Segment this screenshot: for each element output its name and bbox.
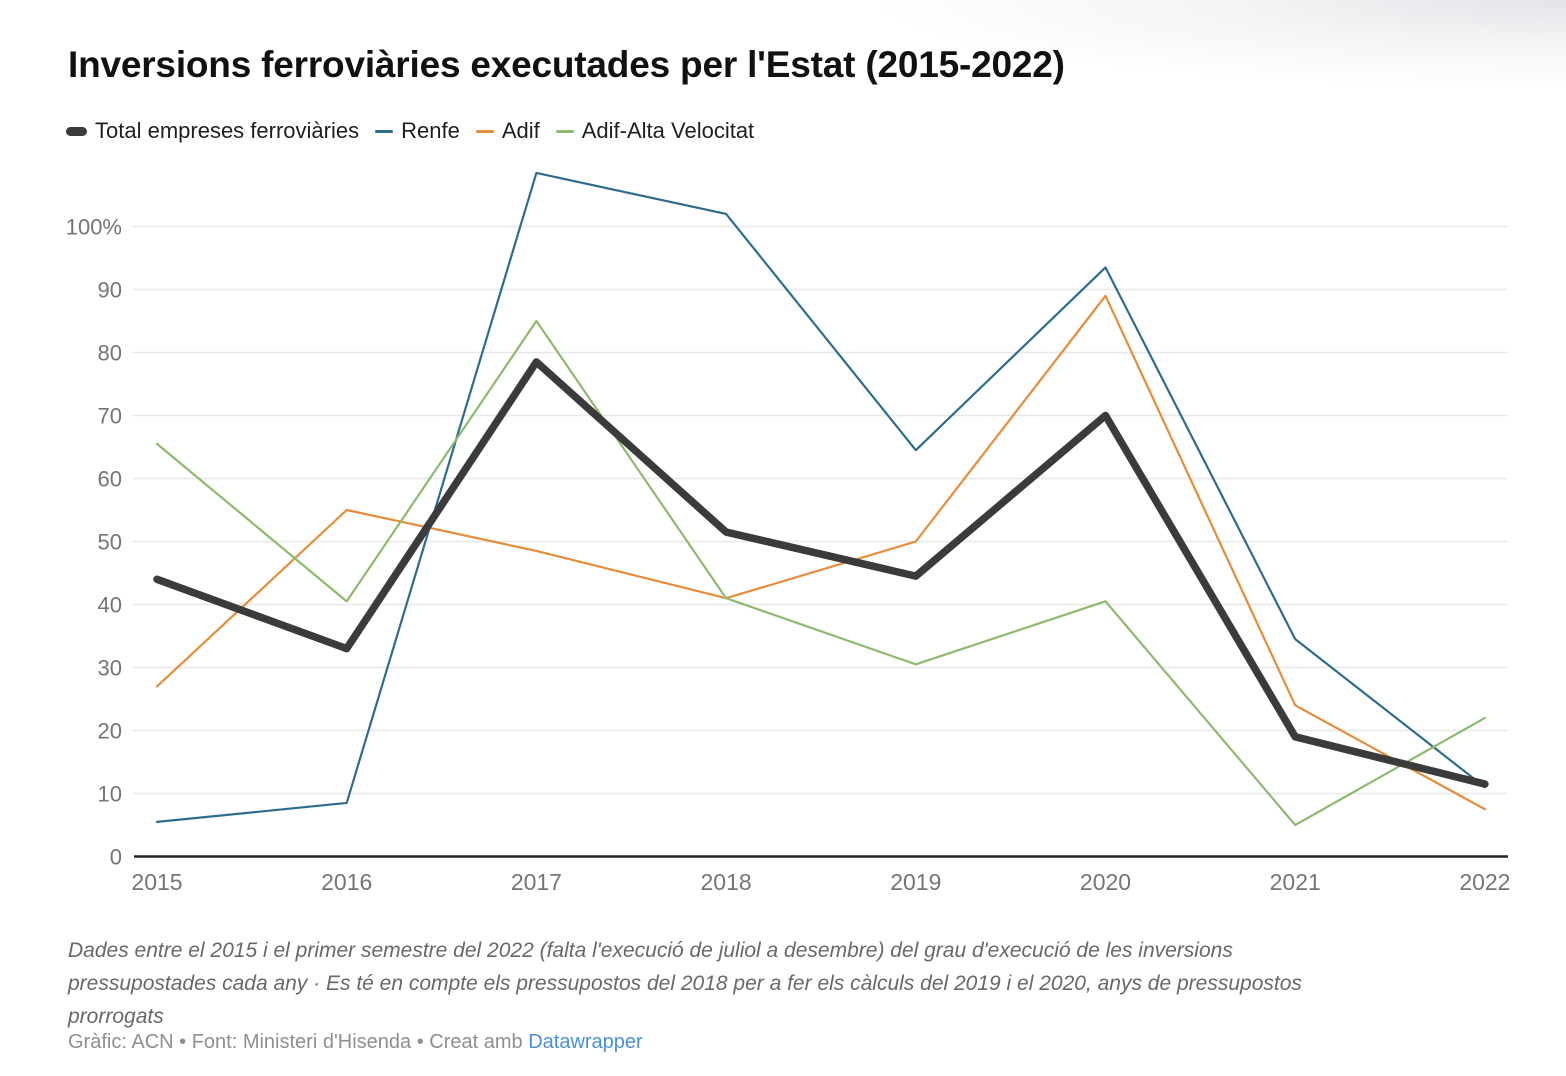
- legend-swatch-adif-av: [555, 129, 574, 133]
- y-tick-label: 0: [110, 845, 122, 870]
- y-tick-label: 50: [98, 530, 122, 555]
- legend-swatch-renfe: [375, 129, 394, 133]
- series-line-adif: [155, 294, 1487, 811]
- legend-item-renfe: Renfe: [375, 118, 460, 144]
- y-tick-label: 20: [98, 719, 122, 744]
- chart-notes: Dades entre el 2015 i el primer semestre…: [68, 934, 1508, 1033]
- x-tick-label: 2022: [1459, 869, 1510, 895]
- legend-label-renfe: Renfe: [401, 118, 460, 143]
- legend-item-total: Total empreses ferroviàries: [66, 118, 359, 144]
- legend-item-adif: Adif: [475, 118, 540, 144]
- y-tick-label: 30: [98, 656, 122, 681]
- y-tick-label: 10: [98, 782, 122, 807]
- legend-label-total: Total empreses ferroviàries: [95, 118, 360, 143]
- x-tick-label: 2021: [1270, 869, 1321, 895]
- x-tick-label: 2020: [1080, 869, 1131, 895]
- chart-byline: Gràfic: ACN • Font: Ministeri d'Hisenda …: [68, 1031, 643, 1054]
- x-tick-label: 2016: [321, 869, 372, 895]
- series-line-renfe: [155, 171, 1487, 823]
- datawrapper-link[interactable]: Datawrapper: [528, 1031, 643, 1053]
- x-tick-label: 2017: [511, 869, 562, 895]
- y-tick-label: 80: [98, 341, 122, 366]
- y-tick-label: 90: [98, 278, 122, 303]
- y-tick-label: 40: [98, 593, 122, 618]
- y-tick-label: 60: [98, 467, 122, 492]
- legend-swatch-adif: [475, 129, 494, 133]
- x-tick-label: 2019: [890, 869, 941, 895]
- byline-text: Gràfic: ACN • Font: Ministeri d'Hisenda …: [68, 1031, 523, 1053]
- legend: Total empreses ferroviàries Renfe Adif A…: [66, 118, 770, 144]
- legend-swatch-total: [66, 126, 87, 136]
- notes-line-3: prorrogats: [68, 1005, 164, 1028]
- notes-line-1: Dades entre el 2015 i el primer semestre…: [68, 939, 1233, 962]
- y-tick-label: 70: [98, 404, 122, 429]
- legend-label-adif-av: Adif-Alta Velocitat: [581, 118, 755, 143]
- page-title: Inversions ferroviàries executades per l…: [68, 44, 1065, 85]
- series-line-total-empreses-ferrovi-ries: [153, 358, 1489, 788]
- y-tick-label: 100%: [66, 215, 122, 240]
- legend-label-adif: Adif: [501, 118, 540, 143]
- x-tick-label: 2018: [701, 869, 752, 895]
- series-line-adif-alta-velocitat: [155, 319, 1487, 827]
- x-tick-label: 2015: [131, 869, 182, 895]
- notes-line-2: pressupostades cada any · Es té en compt…: [68, 972, 1302, 995]
- legend-item-adif-av: Adif-Alta Velocitat: [555, 118, 755, 144]
